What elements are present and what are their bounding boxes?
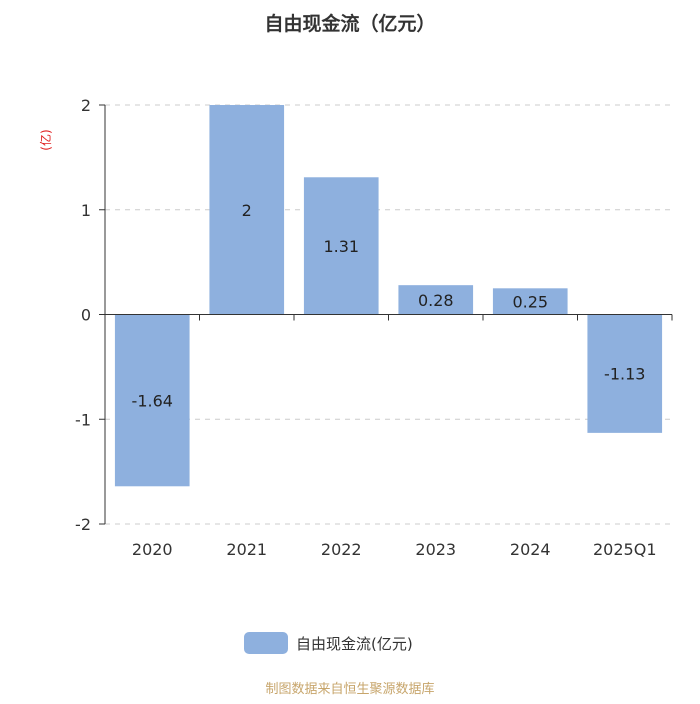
data-label: -1.13 xyxy=(604,365,645,384)
bar xyxy=(492,288,568,315)
data-labels-group: -1.64 2 1.31 0.28 0.25 -1.13 xyxy=(132,201,646,411)
y-tick-label: 1 xyxy=(81,201,91,220)
bar xyxy=(114,314,190,487)
y-tick-label: 0 xyxy=(81,306,91,325)
x-tick-label: 2025Q1 xyxy=(593,540,657,559)
data-label: 0.28 xyxy=(418,291,454,310)
bar xyxy=(398,285,474,315)
x-tick-label: 2023 xyxy=(415,540,456,559)
bars-group xyxy=(114,105,663,487)
legend-swatch xyxy=(244,632,288,654)
axes-group: 2 1 0 -1 -2 2020 2021 2022 2023 2024 2025Q1 xyxy=(75,96,673,559)
legend-label: 自由现金流(亿元) xyxy=(296,635,413,653)
x-tick-label: 2020 xyxy=(132,540,173,559)
data-label: 0.25 xyxy=(512,292,548,311)
bar xyxy=(303,177,379,315)
grid-lines xyxy=(105,104,672,525)
data-label: 2 xyxy=(242,201,252,220)
y-tick-label: -1 xyxy=(75,410,91,429)
bar xyxy=(209,105,285,315)
chart-title: 自由现金流（亿元） xyxy=(264,12,435,35)
x-tick-label: 2021 xyxy=(226,540,267,559)
legend[interactable]: 自由现金流(亿元) xyxy=(244,632,413,654)
source-note: 制图数据来自恒生聚源数据库 xyxy=(265,681,434,697)
x-tick-label: 2024 xyxy=(510,540,551,559)
data-label: 1.31 xyxy=(323,237,359,256)
y-tick-label: -2 xyxy=(75,515,91,534)
y-axis-unit-label: (亿) xyxy=(38,129,53,150)
bar xyxy=(587,314,663,433)
y-tick-label: 2 xyxy=(81,96,91,115)
data-label: -1.64 xyxy=(132,391,173,410)
x-tick-label: 2022 xyxy=(321,540,362,559)
